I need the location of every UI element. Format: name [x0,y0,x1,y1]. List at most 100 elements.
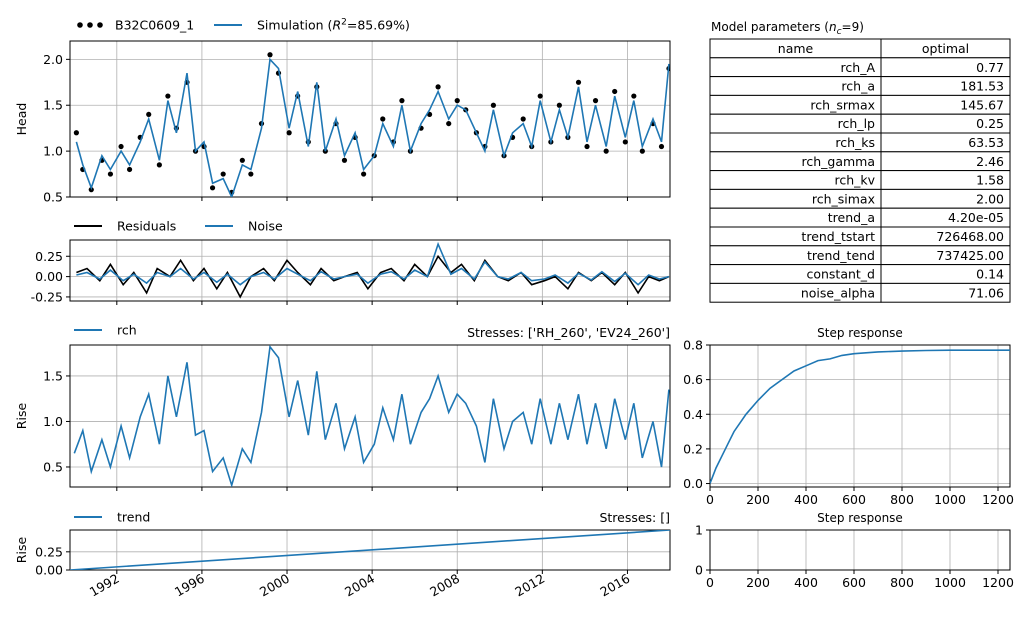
trend-xtick-label: 2004 [342,571,377,600]
trend_step-xtick-label: 1200 [982,575,1014,590]
rch_step-ytick-label: 0.2 [683,441,703,456]
head-point [267,52,273,58]
legend-obs-label: B32C0609_1 [115,18,194,33]
params-row-value: 145.67 [960,97,1004,112]
head-point [454,98,460,104]
params-row-value: 2.46 [976,154,1004,169]
rch-grid [70,345,670,487]
trend-line-trend [70,530,670,570]
params-row-value: 726468.00 [936,229,1004,244]
params-row-name: rch_kv [834,173,875,188]
head-point [592,98,599,104]
legend-trend-label: trend [117,510,150,525]
head-point [286,130,292,136]
residuals-line-residuals [76,254,670,299]
trend-annotation: Stresses: [] [599,510,670,525]
trend-ytick-label: 0.25 [35,544,63,559]
rch_step-xtick-label: 1000 [934,492,966,507]
head-line-simulation [75,57,670,197]
trend-xtick-label: 2008 [427,571,462,600]
params-row-value: 0.77 [976,60,1004,75]
rch_step-ytick-label: 0.4 [683,407,703,422]
head-point [146,111,152,118]
params-row-value: 737425.00 [936,248,1004,263]
trend-xtick-label: 1992 [87,571,122,600]
head-ytick-label: 2.0 [43,52,63,67]
params-row-value: 71.06 [968,285,1004,300]
head-point [126,166,133,173]
head-point [584,143,590,150]
head-ylabel: Head [14,103,29,136]
trend_step-title: Step response [817,511,903,525]
params-row-name: rch_simax [812,191,875,206]
rch_step-frame [709,344,1011,488]
head-ytick-label: 1.5 [43,98,63,113]
head-point [658,143,665,150]
trend-xtick-label: 1996 [172,571,207,600]
rch-frame [69,344,671,488]
trend_step-xtick-label: 200 [746,575,770,590]
trend_step-xtick-label: 1000 [934,575,966,590]
head-point [248,171,254,177]
params-row-value: 1.58 [976,173,1004,188]
rch_step-ytick-label: 0.0 [683,476,703,491]
params-row-name: rch_ks [835,135,875,150]
rch_step-xtick-label: 400 [794,492,818,507]
trend-xtick-label: 2016 [597,571,632,600]
head-point [220,171,226,177]
trend_step-xtick-label: 600 [842,575,866,590]
rch-annotation: Stresses: ['RH_260', 'EV24_260'] [467,325,670,340]
residuals-ytick-label: -0.25 [31,289,63,304]
rch-ylabel: Rise [14,403,29,430]
rch_step-xtick-label: 600 [842,492,866,507]
params-row-name: rch_lp [838,116,875,131]
head-point [118,143,124,150]
rch_step-grid [709,344,1010,487]
params-row-name: rch_a [841,79,875,94]
legend-residuals-label: Residuals [117,219,176,234]
rch_step-line-series [710,349,1010,484]
legend-obs-dot [97,22,103,28]
head-point [361,171,367,177]
head-point [537,93,543,99]
params-row-name: noise_alpha [801,285,875,300]
residuals-ytick-label: 0.25 [35,249,63,264]
trend_step-ytick-label: 1 [695,523,703,538]
head-point [490,102,497,108]
trend_step-xtick-label: 400 [794,575,818,590]
head-point [435,84,441,90]
trend_step-ytick-label: 0 [695,563,703,578]
trend-xtick-label: 2012 [512,571,547,600]
rch-line-rch [73,345,670,487]
head-frame [69,40,671,198]
head-point [639,148,645,154]
head-point [165,93,171,99]
head-point [446,120,452,127]
params-header-name: name [778,41,814,56]
head-point [556,102,562,108]
head-point [380,116,386,122]
params-row-name: trend_tend [807,248,875,263]
params-row-value: 4.20e-05 [948,210,1004,225]
params-row-name: constant_d [806,267,875,282]
params-row-name: rch_gamma [801,154,875,169]
head-point [239,157,245,163]
trend_step-xtick-label: 800 [890,575,914,590]
rch_step-xtick-label: 0 [706,492,714,507]
trend_step-grid [709,529,1010,571]
params-row-name: rch_srmax [810,97,875,112]
trend_step-xtick-label: 0 [706,575,714,590]
rch-ytick-label: 1.5 [43,368,63,383]
params-row-value: 2.00 [976,191,1004,206]
head-point [73,130,79,136]
trend-ylabel: Rise [14,537,29,564]
params-row-name: rch_A [841,60,876,75]
params-row-name: trend_a [828,210,875,225]
head-point [107,171,114,177]
trend-frame [69,529,671,571]
residuals-line-noise [76,241,670,286]
params-row-value: 0.25 [976,116,1004,131]
head-point [520,116,526,122]
head-point [341,157,348,163]
